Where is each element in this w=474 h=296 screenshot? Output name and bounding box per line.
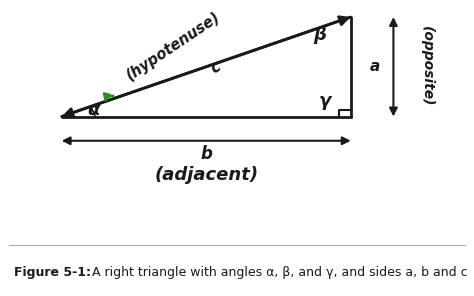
Text: (adjacent): (adjacent) bbox=[154, 166, 258, 184]
Text: b: b bbox=[200, 145, 212, 163]
Text: Figure 5-1:: Figure 5-1: bbox=[14, 266, 91, 279]
Text: (hypotenuse): (hypotenuse) bbox=[123, 9, 223, 83]
Text: γ: γ bbox=[319, 92, 331, 110]
Text: c: c bbox=[208, 59, 224, 77]
Text: β: β bbox=[313, 26, 327, 44]
Text: A right triangle with angles α, β, and γ, and sides a, b and c: A right triangle with angles α, β, and γ… bbox=[88, 266, 467, 279]
Text: (opposite): (opposite) bbox=[419, 27, 434, 107]
Text: α: α bbox=[88, 102, 100, 120]
Text: a: a bbox=[369, 59, 380, 74]
